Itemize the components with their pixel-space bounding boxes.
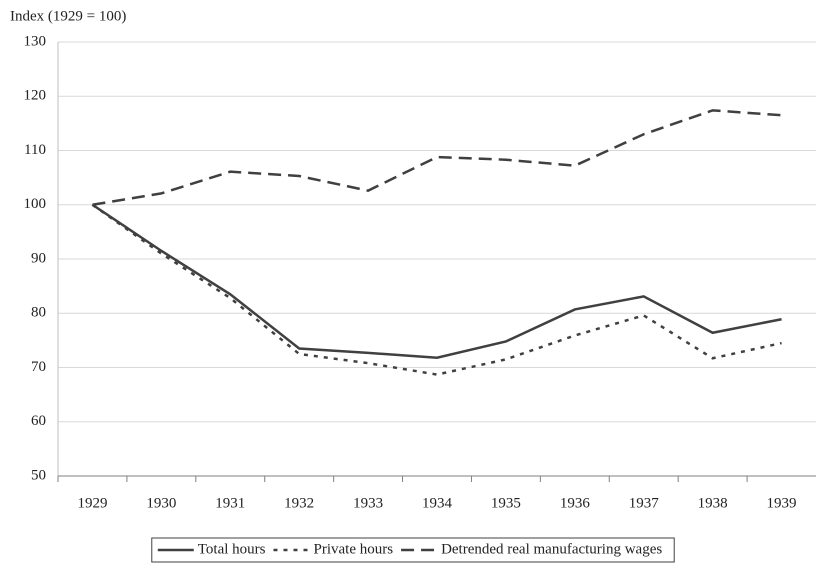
x-tick-label: 1929 [77, 495, 107, 511]
y-tick-label: 130 [24, 33, 47, 49]
y-tick-label: 120 [24, 88, 47, 104]
x-tick-label: 1930 [146, 495, 176, 511]
legend-label: Total hours [198, 541, 266, 557]
x-tick-label: 1934 [422, 495, 453, 511]
legend-label: Private hours [313, 541, 393, 557]
x-tick-label: 1933 [353, 495, 383, 511]
legend-box [151, 537, 675, 563]
legend-label: Detrended real manufacturing wages [441, 541, 662, 557]
x-tick-label: 1938 [698, 495, 728, 511]
legend: Total hours Private hours Detrended real m… [151, 537, 675, 563]
y-tick-label: 100 [24, 196, 47, 212]
series-line [91, 203, 782, 359]
x-tick-label: 1932 [284, 495, 314, 511]
x-tick-label: 1937 [629, 495, 660, 511]
series-line [92, 109, 782, 206]
x-tick-label: 1939 [767, 495, 797, 511]
y-tick-label: 110 [24, 142, 46, 158]
x-tick-label: 1935 [491, 495, 521, 511]
x-tick-label: 1931 [215, 495, 245, 511]
y-tick-label: 90 [31, 250, 46, 266]
series-line [91, 203, 782, 376]
y-tick-label: 60 [31, 413, 46, 429]
y-tick-label: 50 [31, 467, 46, 483]
y-axis-label: Index (1929 = 100) [10, 8, 126, 24]
y-tick-label: 70 [31, 359, 46, 375]
x-tick-label: 1936 [560, 495, 591, 511]
y-tick-label: 80 [31, 305, 46, 321]
